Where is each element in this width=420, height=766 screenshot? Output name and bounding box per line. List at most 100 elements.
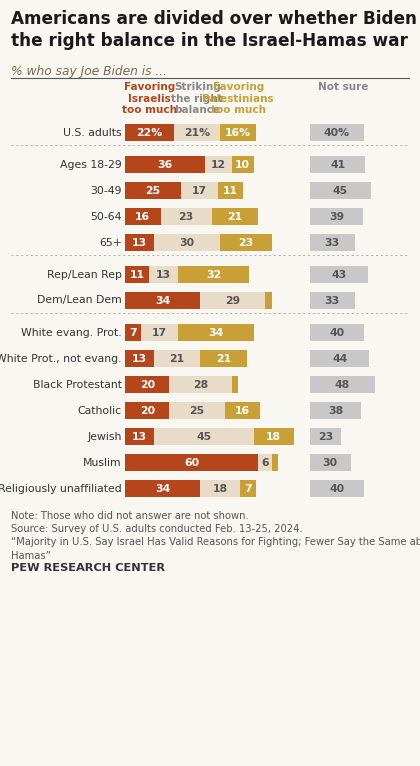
Text: 16: 16 — [235, 405, 250, 415]
Bar — [212, 208, 258, 225]
Bar — [178, 266, 249, 283]
Text: Note: Those who did not answer are not shown.
Source: Survey of U.S. adults cond: Note: Those who did not answer are not s… — [11, 511, 420, 561]
Text: 32: 32 — [206, 270, 221, 280]
Bar — [310, 234, 354, 251]
Text: 30: 30 — [180, 237, 195, 247]
Bar — [160, 208, 212, 225]
Text: 16: 16 — [135, 211, 150, 221]
Text: 13: 13 — [132, 237, 147, 247]
Text: 60: 60 — [184, 457, 199, 467]
Text: 10: 10 — [235, 159, 250, 169]
Bar — [125, 350, 154, 367]
Text: 48: 48 — [335, 379, 350, 389]
Text: 16%: 16% — [225, 127, 251, 138]
Bar — [169, 376, 231, 393]
Bar — [254, 428, 294, 445]
Text: Dem/Lean Dem: Dem/Lean Dem — [37, 296, 122, 306]
Text: PEW RESEARCH CENTER: PEW RESEARCH CENTER — [11, 563, 165, 573]
Text: 44: 44 — [332, 353, 347, 364]
Bar — [169, 402, 225, 419]
Text: Jewish: Jewish — [88, 431, 122, 441]
Text: 36: 36 — [158, 159, 173, 169]
Bar — [125, 376, 169, 393]
Bar — [178, 324, 254, 341]
Text: 29: 29 — [225, 296, 240, 306]
Bar — [220, 124, 256, 141]
Bar — [310, 292, 354, 309]
Text: 40%: 40% — [324, 127, 350, 138]
Bar — [310, 454, 351, 471]
Text: Catholic: Catholic — [78, 405, 122, 415]
Bar — [125, 402, 169, 419]
Bar — [125, 266, 150, 283]
Text: 12: 12 — [211, 159, 226, 169]
Text: 11: 11 — [223, 185, 238, 195]
Text: Favoring
Palestinians
too much: Favoring Palestinians too much — [202, 82, 274, 115]
Bar — [310, 208, 362, 225]
Text: 65+: 65+ — [99, 237, 122, 247]
Text: 40: 40 — [329, 483, 344, 493]
Bar — [310, 156, 365, 173]
Text: 13: 13 — [156, 270, 171, 280]
Text: Ages 18-29: Ages 18-29 — [60, 159, 122, 169]
Text: 17: 17 — [152, 328, 167, 338]
Bar — [200, 350, 247, 367]
Text: White Prot., not evang.: White Prot., not evang. — [0, 353, 122, 364]
Text: 21%: 21% — [184, 127, 210, 138]
Text: 21: 21 — [227, 211, 242, 221]
Bar — [150, 266, 178, 283]
Text: 30-49: 30-49 — [90, 185, 122, 195]
Bar — [125, 124, 174, 141]
Bar — [154, 428, 254, 445]
Bar — [310, 428, 341, 445]
Text: % who say Joe Biden is ...: % who say Joe Biden is ... — [11, 65, 167, 78]
Bar — [200, 480, 240, 497]
Text: Religiously unaffiliated: Religiously unaffiliated — [0, 483, 122, 493]
Bar — [310, 376, 375, 393]
Bar — [310, 182, 371, 199]
Text: White evang. Prot.: White evang. Prot. — [21, 328, 122, 338]
Bar — [174, 124, 220, 141]
Text: Black Protestant: Black Protestant — [33, 379, 122, 389]
Bar — [225, 402, 260, 419]
Bar — [125, 480, 200, 497]
Text: Favoring
Israelis
too much: Favoring Israelis too much — [122, 82, 177, 115]
Text: 41: 41 — [330, 159, 345, 169]
Text: 21: 21 — [170, 353, 185, 364]
Text: 23: 23 — [239, 237, 254, 247]
Text: 18: 18 — [213, 483, 228, 493]
Bar — [218, 182, 243, 199]
Bar — [141, 324, 178, 341]
Bar — [154, 350, 200, 367]
Text: 18: 18 — [266, 431, 281, 441]
Text: Striking
the right
balance: Striking the right balance — [171, 82, 223, 115]
Bar — [310, 324, 364, 341]
Text: 28: 28 — [193, 379, 208, 389]
Text: 20: 20 — [139, 379, 155, 389]
Text: 11: 11 — [130, 270, 145, 280]
Bar — [271, 454, 278, 471]
Text: 7: 7 — [244, 483, 252, 493]
Text: 43: 43 — [331, 270, 346, 280]
Bar — [125, 292, 200, 309]
Text: 22%: 22% — [136, 127, 163, 138]
Text: Rep/Lean Rep: Rep/Lean Rep — [47, 270, 122, 280]
Bar — [310, 266, 368, 283]
Text: 17: 17 — [192, 185, 207, 195]
Text: 34: 34 — [208, 328, 223, 338]
Text: 33: 33 — [325, 237, 340, 247]
Bar — [125, 234, 154, 251]
Text: 7: 7 — [129, 328, 136, 338]
Text: U.S. adults: U.S. adults — [63, 127, 122, 138]
Text: 25: 25 — [145, 185, 160, 195]
Text: Americans are divided over whether Biden is striking
the right balance in the Is: Americans are divided over whether Biden… — [11, 10, 420, 50]
Bar — [125, 156, 205, 173]
Text: 45: 45 — [333, 185, 348, 195]
Text: 23: 23 — [318, 431, 333, 441]
Bar — [310, 402, 361, 419]
Text: Muslim: Muslim — [84, 457, 122, 467]
Text: 38: 38 — [328, 405, 343, 415]
Text: 25: 25 — [189, 405, 205, 415]
Bar — [125, 428, 154, 445]
Text: 39: 39 — [329, 211, 344, 221]
